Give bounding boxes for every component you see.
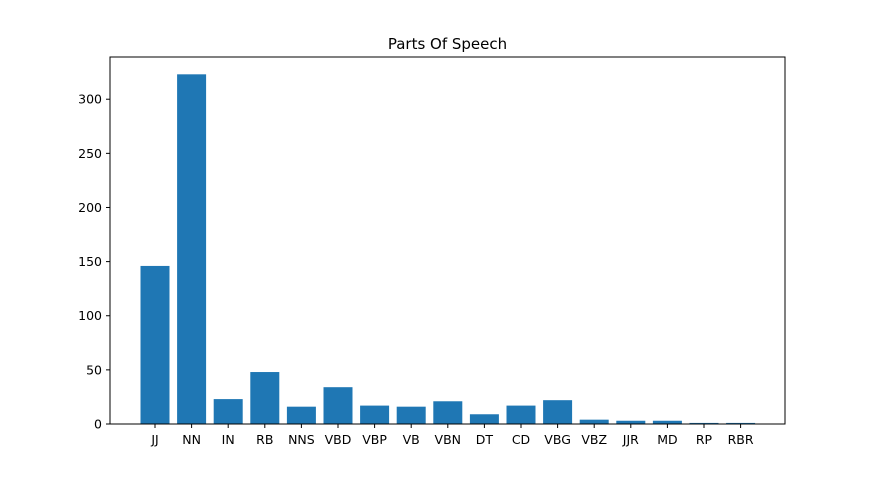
bar-rp: [689, 422, 719, 424]
y-tick-label: 150: [78, 254, 102, 269]
bar-jj: [140, 265, 170, 424]
bars-layer: [140, 74, 756, 424]
x-tick-label: VBZ: [581, 432, 607, 447]
x-tick-label: CD: [512, 432, 530, 447]
x-tick-label: NN: [182, 432, 201, 447]
x-axis: JJ NN IN RB NNS VBD VBP VB VBN DT CD VBG VBZ JJR MD RP R…: [150, 424, 754, 447]
plot-frame: [109, 56, 786, 425]
x-tick-label: VBG: [544, 432, 571, 447]
y-tick-label: 0: [94, 417, 102, 432]
y-axis: 0 50 100 150 200 250 300: [78, 92, 110, 432]
bar-vbg: [543, 400, 573, 424]
chart-title: Parts Of Speech: [388, 35, 507, 53]
x-tick-label: VB: [403, 432, 420, 447]
x-tick-label: JJR: [622, 432, 639, 447]
bar-rb: [250, 372, 280, 424]
x-tick-label: JJ: [150, 432, 158, 447]
bar-dt: [469, 414, 499, 424]
bar-in: [213, 399, 243, 424]
bar-rbr: [726, 422, 756, 424]
bar-md: [652, 420, 682, 424]
bar-nn: [177, 74, 207, 424]
x-tick-label: VBD: [325, 432, 352, 447]
x-tick-label: DT: [476, 432, 494, 447]
x-tick-label: NNS: [288, 432, 315, 447]
bar-vbp: [360, 405, 390, 424]
bar-jjr: [616, 420, 646, 424]
x-tick-label: RBR: [728, 432, 754, 447]
bar-vbd: [323, 387, 353, 424]
x-tick-label: IN: [222, 432, 235, 447]
x-tick-label: MD: [657, 432, 677, 447]
y-tick-label: 100: [78, 308, 102, 323]
y-tick-label: 300: [78, 92, 102, 107]
bar-vbz: [579, 419, 609, 424]
x-tick-label: VBP: [362, 432, 387, 447]
bar-nns: [286, 406, 316, 424]
bar-cd: [506, 405, 536, 424]
y-tick-label: 250: [78, 146, 102, 161]
y-tick-label: 50: [86, 362, 102, 377]
bar-vbn: [433, 401, 463, 424]
x-tick-label: VBN: [435, 432, 461, 447]
y-tick-label: 200: [78, 200, 102, 215]
x-tick-label: RB: [256, 432, 273, 447]
bar-vb: [396, 406, 426, 424]
x-tick-label: RP: [696, 432, 713, 447]
